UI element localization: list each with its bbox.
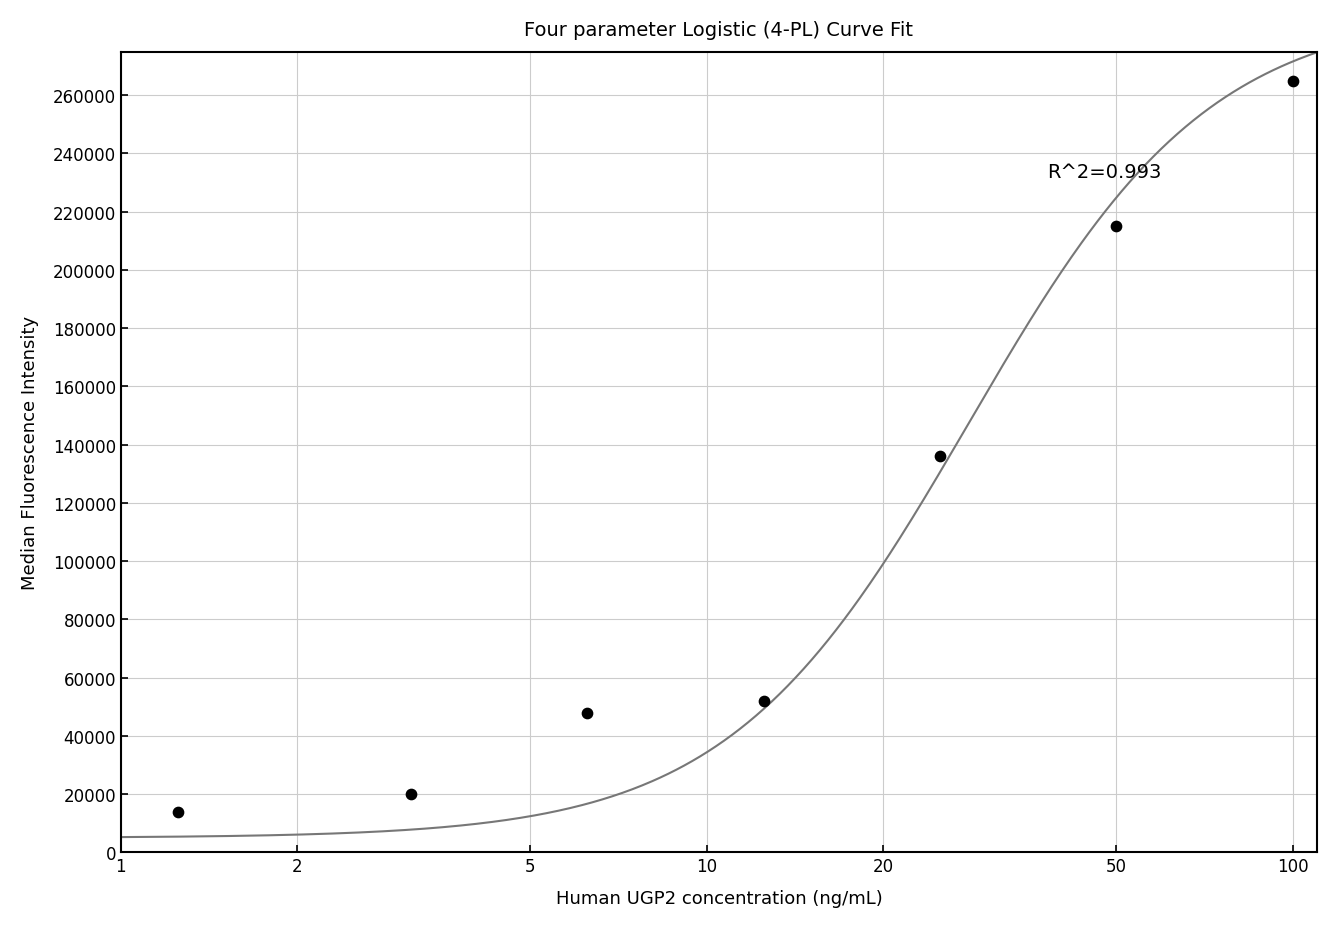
Point — [577, 705, 598, 720]
Text: R^2=0.993: R^2=0.993 — [1046, 162, 1161, 182]
Point — [930, 449, 951, 464]
Point — [753, 694, 775, 709]
Y-axis label: Median Fluorescence Intensity: Median Fluorescence Intensity — [21, 316, 39, 589]
Point — [167, 805, 189, 819]
Point — [1282, 74, 1303, 89]
Point — [1105, 220, 1127, 235]
Point — [400, 787, 421, 802]
X-axis label: Human UGP2 concentration (ng/mL): Human UGP2 concentration (ng/mL) — [555, 889, 882, 908]
Title: Four parameter Logistic (4-PL) Curve Fit: Four parameter Logistic (4-PL) Curve Fit — [524, 20, 914, 40]
